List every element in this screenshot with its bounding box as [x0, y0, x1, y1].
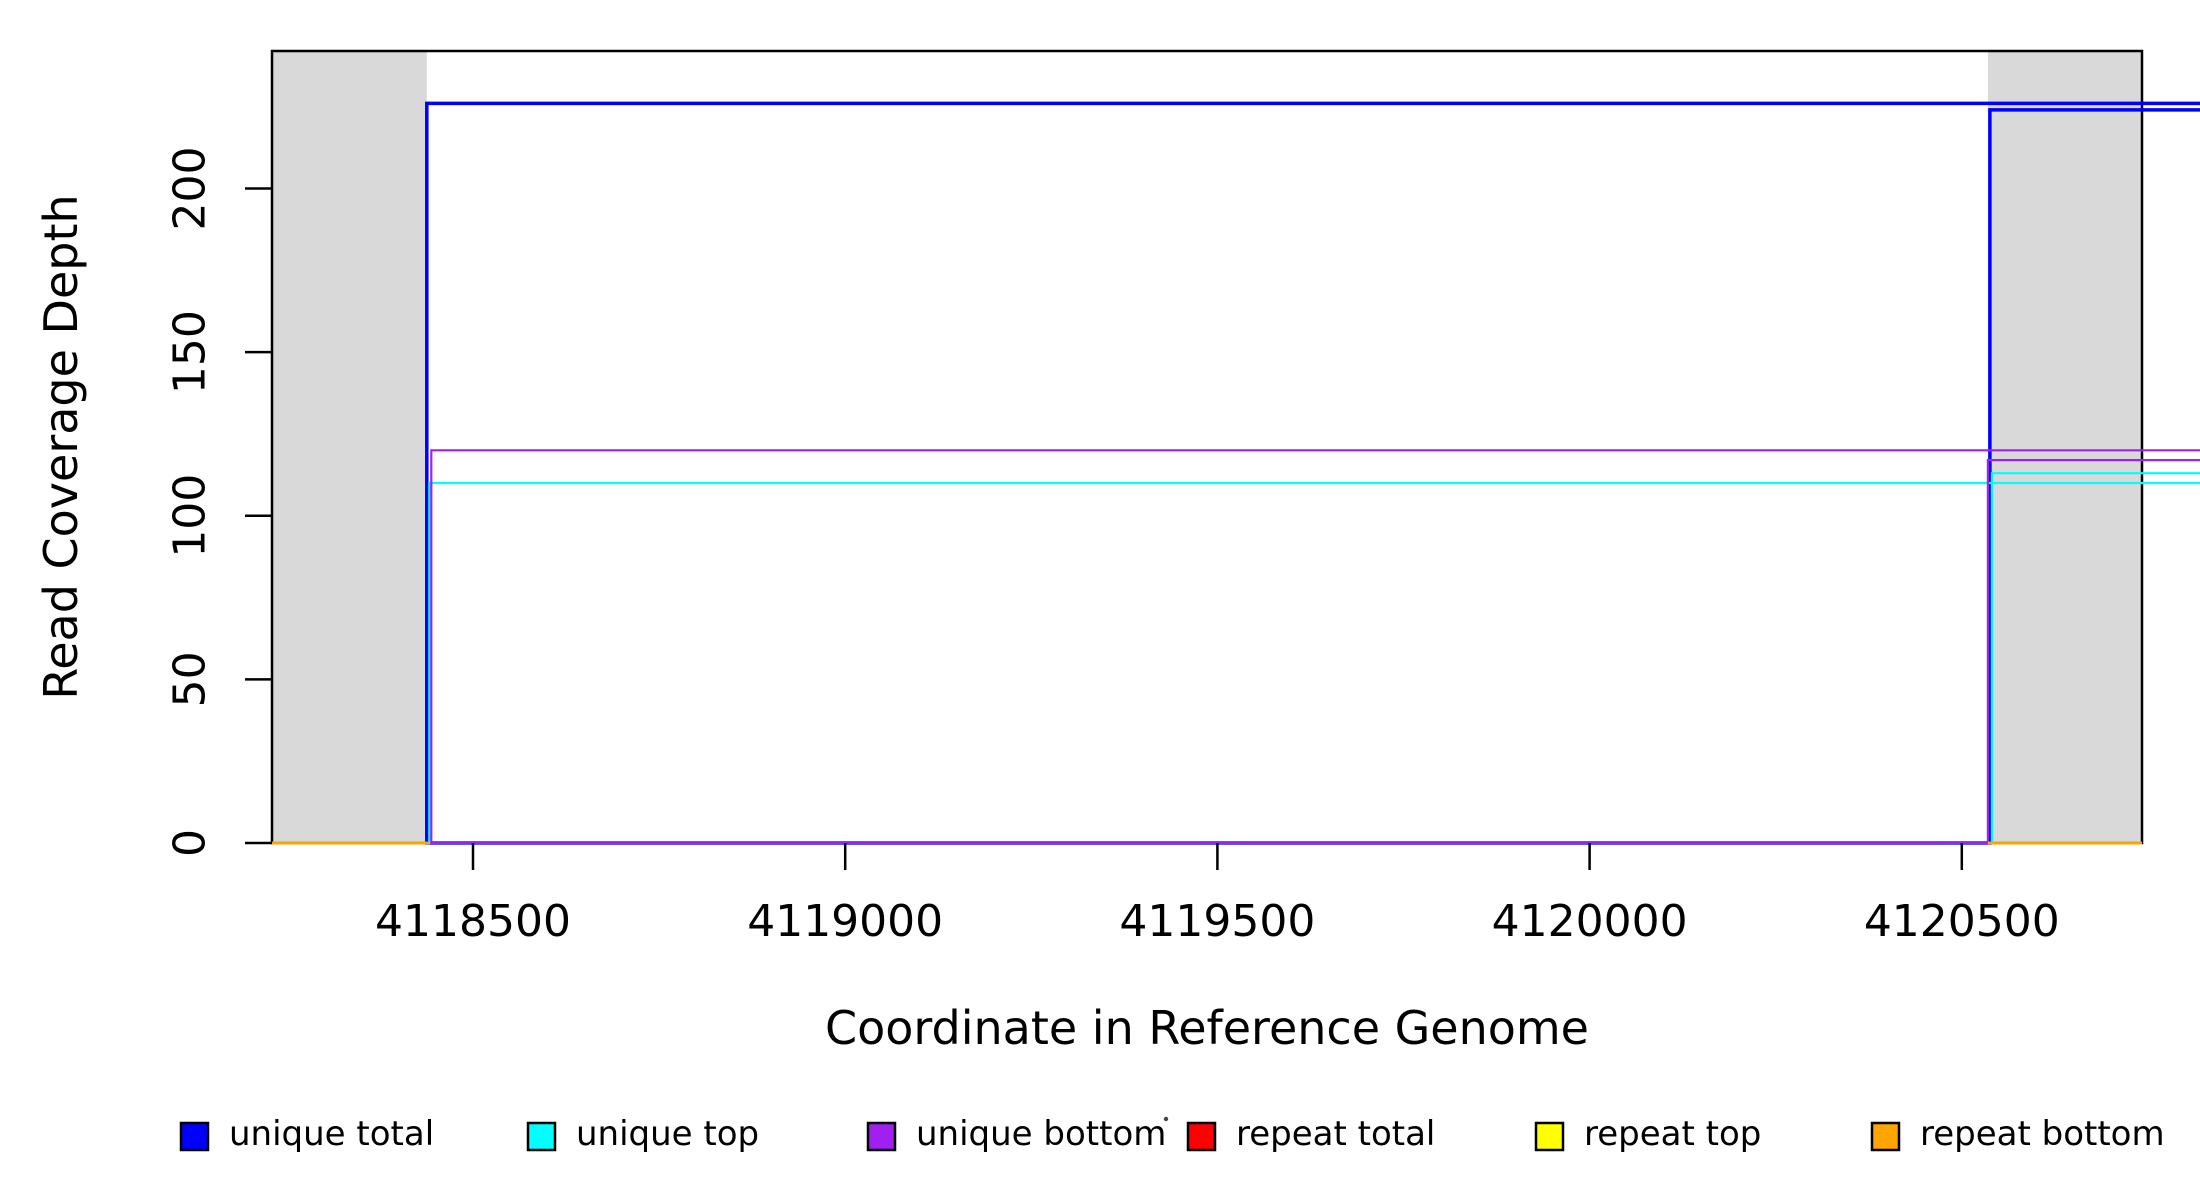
series-unique-top: [429, 418, 2200, 844]
x-axis-title: Coordinate in Reference Genome: [825, 1001, 1589, 1055]
right-repeat-region-shade: [1987, 51, 2142, 843]
legend-item-repeat-top: repeat top: [1534, 1114, 1761, 1154]
y-tick-label: 150: [165, 310, 216, 394]
legend-label: unique top: [576, 1114, 759, 1154]
legend-label: unique total: [229, 1114, 434, 1154]
y-tick-label: 100: [165, 474, 216, 558]
legend-item-repeat-total: repeat total: [1186, 1114, 1435, 1154]
stray-dot: [1163, 1116, 1169, 1122]
legend-item-unique-total: unique total: [179, 1114, 434, 1154]
legend-label: repeat top: [1584, 1114, 1761, 1154]
x-tick-label: 4120500: [1864, 896, 2060, 947]
x-tick-label: 4120000: [1492, 896, 1688, 947]
plot-generated-under: [270, 49, 2144, 845]
legend-swatch-repeat-total: [1186, 1121, 1217, 1152]
y-tick-label: 200: [165, 147, 216, 231]
legend-swatch-repeat-top: [1534, 1121, 1565, 1152]
x-tick-label: 4119500: [1119, 896, 1315, 947]
legend-item-repeat-bottom: repeat bottom: [1870, 1114, 2165, 1154]
x-tick-label: 4118500: [375, 896, 571, 947]
series-unique-bottom: [431, 444, 2200, 843]
legend-label: repeat bottom: [1920, 1114, 2165, 1154]
legend-label: unique bottom: [916, 1114, 1166, 1154]
legend-label: repeat total: [1236, 1114, 1435, 1154]
legend-item-unique-top: unique top: [526, 1114, 759, 1154]
left-repeat-region-shade: [272, 51, 427, 843]
legend-swatch-repeat-bottom: [1870, 1121, 1901, 1152]
legend-item-unique-bottom: unique bottom: [866, 1114, 1166, 1154]
plot-border: [270, 49, 2144, 845]
y-axis-title: Read Coverage Depth: [34, 194, 88, 699]
legend-swatch-unique-total: [179, 1121, 210, 1152]
y-tick-label: 50: [165, 651, 216, 707]
y-tick-label: 0: [165, 829, 216, 857]
legend-swatch-unique-top: [526, 1121, 557, 1152]
legend-swatch-unique-bottom: [866, 1121, 897, 1152]
series-unique-total: [427, 77, 2200, 843]
x-tick-label: 4119000: [747, 896, 943, 947]
plot-generated-over: 4118500 4119000 4119500 4120000 4120500 0 50 10…: [165, 77, 2200, 1154]
